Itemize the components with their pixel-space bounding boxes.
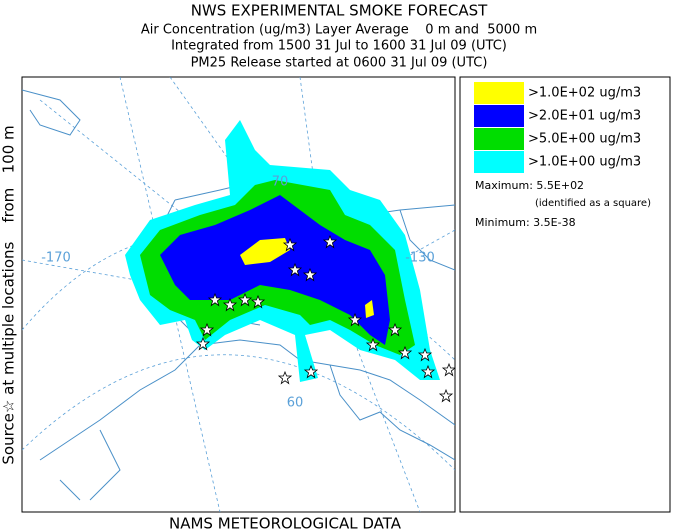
side-label: Source☆ at multiple locations from 100 m [0, 125, 18, 464]
legend-swatch [474, 105, 524, 127]
legend: Maximum: 5.5E+02 (identified as a square… [459, 76, 671, 513]
maximum: Maximum: 5.5E+02 [475, 179, 584, 192]
map: -170 -130 70 60 [21, 76, 456, 513]
legend-label: >1.0E+00 ug/m3 [528, 155, 641, 170]
map-label: -170 [41, 251, 71, 266]
legend-label: >1.0E+02 ug/m3 [528, 86, 641, 101]
legend-swatch [474, 128, 524, 150]
plume-level [160, 195, 390, 345]
max-note: (identified as a square) [535, 198, 651, 209]
subtitle: Integrated from 1500 31 Jul to 1600 31 J… [171, 39, 507, 54]
legend-label: >2.0E+01 ug/m3 [528, 109, 641, 124]
subtitle: Air Concentration (ug/m3) Layer Average … [141, 23, 537, 38]
title: NWS EXPERIMENTAL SMOKE FORECAST [191, 2, 488, 20]
legend-label: >5.0E+00 ug/m3 [528, 132, 641, 147]
legend-swatch [474, 82, 524, 104]
minimum: Minimum: 3.5E-38 [475, 216, 576, 229]
map-label: 70 [272, 175, 289, 190]
smoke-plume [125, 120, 440, 382]
map-label: 60 [287, 396, 304, 411]
map-label: -130 [405, 251, 435, 266]
footer: NAMS METEOROLOGICAL DATA [169, 515, 402, 532]
subtitle: PM25 Release started at 0600 31 Jul 09 (… [191, 56, 488, 71]
plume-level [240, 238, 374, 318]
legend-swatch [474, 151, 524, 173]
